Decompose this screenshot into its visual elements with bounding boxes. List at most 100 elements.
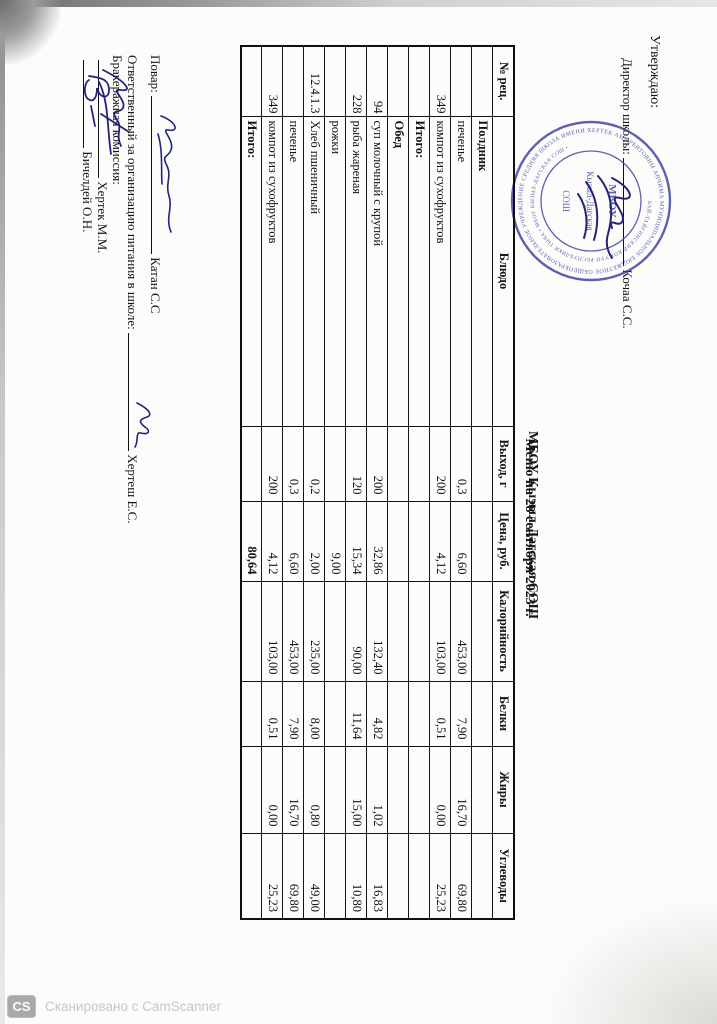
menu-table-header: № рец. Блюдо Выход, г Цена, руб. Калорийност… bbox=[493, 46, 514, 919]
column-header: Калорийность bbox=[493, 581, 514, 681]
table-row: Итого: 80,64 bbox=[241, 46, 262, 919]
table-cell: 25,23 bbox=[430, 833, 451, 919]
cook-label: Повар: bbox=[148, 55, 163, 93]
table-cell bbox=[388, 426, 409, 501]
column-header: Жиры bbox=[493, 746, 514, 833]
table-cell bbox=[325, 746, 346, 833]
table-cell: 4,12 bbox=[430, 501, 451, 581]
table-cell: 132,40 bbox=[367, 581, 388, 681]
table-cell bbox=[241, 681, 262, 746]
table-cell bbox=[325, 46, 346, 116]
table-cell: рожки bbox=[325, 116, 346, 426]
table-cell: 120 bbox=[346, 426, 367, 501]
table-cell: 235,00 bbox=[304, 581, 325, 681]
column-header: Блюдо bbox=[493, 116, 514, 426]
director-handwritten-signature bbox=[577, 175, 631, 259]
table-row: 228 рыба жареная 120 15,34 90,00 11,64 15,00 10… bbox=[346, 46, 367, 919]
document-title: МБОУ Кызыл-Дагская СОШ Меню на 28 сентяб… bbox=[522, 415, 540, 635]
table-cell bbox=[409, 746, 430, 833]
table-cell: 0,80 bbox=[304, 746, 325, 833]
cook-line: Повар: Катан С.С bbox=[147, 55, 163, 314]
scan-edge-top bbox=[0, 0, 717, 7]
commission-member2-line: Бичелдей О.Н. bbox=[79, 60, 95, 232]
table-cell bbox=[472, 746, 493, 833]
approval-label: Утверждаю: bbox=[647, 35, 662, 109]
table-cell: 103,00 bbox=[430, 581, 451, 681]
table-cell bbox=[241, 46, 262, 116]
table-cell: 349 bbox=[430, 46, 451, 116]
column-header: Цена, руб. bbox=[493, 501, 514, 581]
table-cell: 8,00 bbox=[304, 681, 325, 746]
table-cell: суп молочный с крупой bbox=[367, 116, 388, 426]
member1-signature-line bbox=[98, 60, 110, 178]
table-cell: 94 bbox=[367, 46, 388, 116]
table-row: 12.4.1.3 Хлеб пшеничный 0,2 2,00 235,00 8,00 0… bbox=[304, 46, 325, 919]
table-row: печенье 0,3 6,60 453,00 7,90 16,70 69,80 bbox=[283, 46, 304, 919]
title-menu-date: Меню на 28 сентября 2023 г. bbox=[522, 438, 537, 617]
table-cell: 25,23 bbox=[262, 833, 283, 919]
table-cell: 11,64 bbox=[346, 681, 367, 746]
table-cell bbox=[451, 46, 472, 116]
table-cell bbox=[472, 426, 493, 501]
table-cell bbox=[388, 833, 409, 919]
responsible-name: Хертеш Е.С. bbox=[125, 454, 140, 524]
column-header: Углеводы bbox=[493, 833, 514, 919]
table-cell bbox=[325, 833, 346, 919]
table-cell: компот из сухофруктов bbox=[430, 116, 451, 426]
header-row: № рец. Блюдо Выход, г Цена, руб. Калорийност… bbox=[493, 46, 514, 919]
table-cell: 453,00 bbox=[451, 581, 472, 681]
table-cell bbox=[409, 46, 430, 116]
table-cell bbox=[409, 501, 430, 581]
column-header: Выход, г bbox=[493, 426, 514, 501]
table-cell bbox=[409, 426, 430, 501]
table-cell: 0,3 bbox=[283, 426, 304, 501]
table-row: рожки 9,00 bbox=[325, 46, 346, 919]
table-cell bbox=[388, 46, 409, 116]
stamp-center-line3: СОШ bbox=[561, 190, 571, 212]
column-header: № рец. bbox=[493, 46, 514, 116]
table-cell: 1,02 bbox=[367, 746, 388, 833]
camscanner-text: Сканировано с CamScanner bbox=[45, 999, 222, 1014]
school-round-stamp: МУНИЦИПАЛЬНОЕ БЮДЖЕТНОЕ ОБЩЕОБРАЗОВАТЕЛЬ… bbox=[510, 117, 675, 282]
table-cell: печенье bbox=[283, 116, 304, 426]
table-cell: 10,80 bbox=[346, 833, 367, 919]
table-cell: 0,00 bbox=[430, 746, 451, 833]
commission-label-line: Бракеражная комиссия: bbox=[109, 55, 125, 185]
table-cell: 200 bbox=[367, 426, 388, 501]
table-row: 349 компот из сухофруктов 200 4,12 103,00 0,5… bbox=[430, 46, 451, 919]
table-cell bbox=[325, 581, 346, 681]
table-cell: 32,86 bbox=[367, 501, 388, 581]
commission-label: Бракеражная комиссия: bbox=[110, 55, 125, 185]
table-row: 349 компот из сухофруктов 200 4,12 103,00 0,5… bbox=[262, 46, 283, 919]
table-cell: рыба жареная bbox=[346, 116, 367, 426]
table-cell: печенье bbox=[451, 116, 472, 426]
table-cell: Полдник bbox=[472, 116, 493, 426]
column-header: Белки bbox=[493, 681, 514, 746]
table-cell bbox=[472, 581, 493, 681]
table-cell: 453,00 bbox=[283, 581, 304, 681]
table-row: печенье 0,3 6,60 453,00 7,90 16,70 69,80 bbox=[451, 46, 472, 919]
table-cell bbox=[409, 833, 430, 919]
table-cell: 15,00 bbox=[346, 746, 367, 833]
table-cell: 349 bbox=[262, 46, 283, 116]
table-cell bbox=[409, 581, 430, 681]
table-cell: 16,70 bbox=[451, 746, 472, 833]
table-cell: 9,00 bbox=[325, 501, 346, 581]
table-row: Обед bbox=[388, 46, 409, 919]
table-row: 94 суп молочный с крупой 200 32,86 132,40 4,8… bbox=[367, 46, 388, 919]
table-cell: 0,2 bbox=[304, 426, 325, 501]
table-cell bbox=[388, 681, 409, 746]
table-cell: 12.4.1.3 bbox=[304, 46, 325, 116]
scan-bottom-shade bbox=[537, 894, 717, 1024]
commission-member1-line: Хертек М.М. bbox=[94, 60, 110, 253]
cook-name: Катан С.С bbox=[148, 257, 163, 314]
table-cell: 7,90 bbox=[283, 681, 304, 746]
table-cell: 6,60 bbox=[451, 501, 472, 581]
table-cell bbox=[388, 581, 409, 681]
table-cell: Итого: bbox=[241, 116, 262, 426]
responsible-line: Ответственный за организацию питания в ш… bbox=[124, 55, 140, 524]
table-cell: компот из сухофруктов bbox=[262, 116, 283, 426]
table-cell: Хлеб пшеничный bbox=[304, 116, 325, 426]
table-cell: 4,12 bbox=[262, 501, 283, 581]
